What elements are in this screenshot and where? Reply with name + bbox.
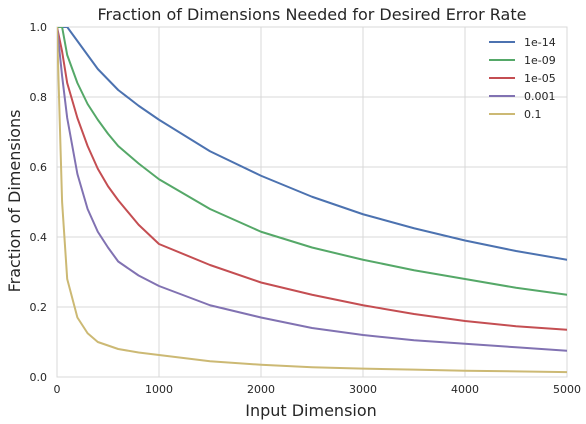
y-axis-label: Fraction of Dimensions <box>5 110 24 293</box>
chart-title: Fraction of Dimensions Needed for Desire… <box>98 5 527 24</box>
series-line-1e-09 <box>57 27 567 296</box>
plot-frame <box>56 26 568 378</box>
y-tick-labels: 0.0 0.2 0.4 0.6 0.8 1.0 <box>30 21 48 384</box>
x-tick-labels: 0 1000 2000 3000 4000 5000 <box>54 383 582 396</box>
y-tick-label: 1.0 <box>30 21 48 34</box>
series-line-1e-14 <box>57 27 567 261</box>
x-tick-label: 3000 <box>349 383 377 396</box>
x-tick-label: 2000 <box>247 383 275 396</box>
legend-label: 1e-09 <box>524 54 556 67</box>
legend-label: 0.1 <box>524 108 542 121</box>
legend-label: 0.001 <box>524 90 556 103</box>
x-tick-label: 0 <box>54 383 61 396</box>
series-lines <box>57 27 567 374</box>
x-tick-label: 4000 <box>451 383 479 396</box>
series-line-0.001 <box>57 27 567 352</box>
series-line-1e-05 <box>57 27 567 331</box>
legend-label: 1e-14 <box>524 36 556 49</box>
y-tick-label: 0.2 <box>30 301 48 314</box>
legend: 1e-14 1e-09 1e-05 0.001 0.1 <box>489 36 556 121</box>
x-axis-label: Input Dimension <box>245 401 377 420</box>
y-tick-label: 0.4 <box>30 231 48 244</box>
y-tick-label: 0.8 <box>30 91 48 104</box>
x-tick-label: 1000 <box>145 383 173 396</box>
legend-label: 1e-05 <box>524 72 556 85</box>
y-tick-label: 0.6 <box>30 161 48 174</box>
y-tick-label: 0.0 <box>30 371 48 384</box>
x-tick-label: 5000 <box>553 383 581 396</box>
series-line-0.1 <box>57 27 567 374</box>
